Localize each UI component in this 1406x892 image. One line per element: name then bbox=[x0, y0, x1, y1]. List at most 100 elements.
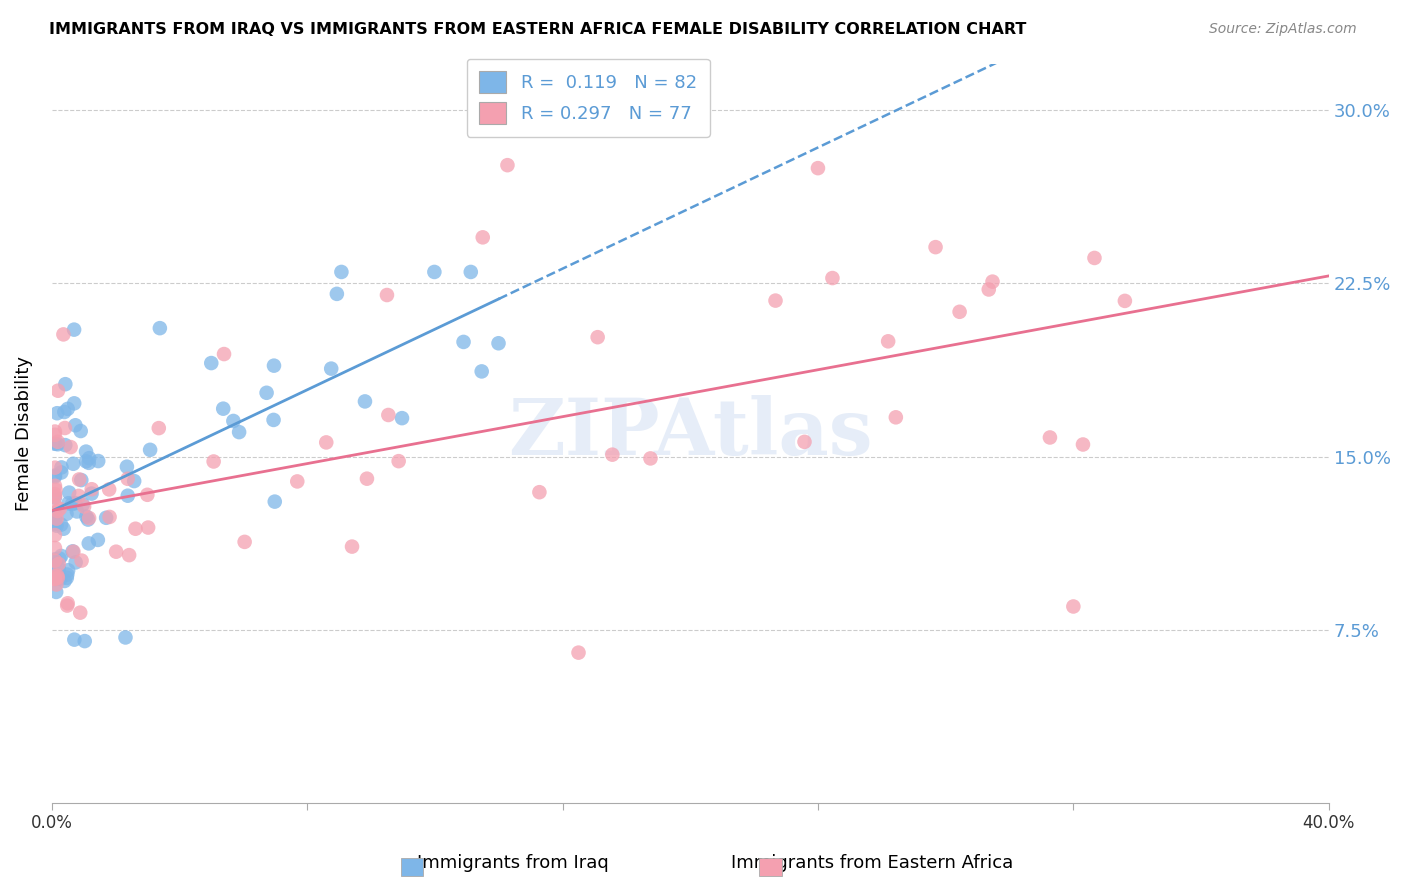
Point bbox=[65, 555, 87, 569]
Point bbox=[44, 507, 66, 521]
Point bbox=[73, 500, 96, 514]
Point bbox=[202, 454, 225, 468]
Point bbox=[63, 323, 86, 337]
Point bbox=[87, 454, 110, 468]
Point bbox=[73, 634, 96, 648]
Point bbox=[48, 557, 70, 571]
Point bbox=[315, 435, 337, 450]
Point bbox=[70, 473, 93, 487]
Point bbox=[1062, 599, 1084, 614]
Point bbox=[69, 606, 91, 620]
Point bbox=[1039, 430, 1062, 444]
Point bbox=[55, 507, 77, 521]
Point bbox=[62, 544, 84, 558]
Point bbox=[46, 384, 69, 398]
Point bbox=[56, 596, 79, 610]
Point bbox=[884, 410, 907, 425]
Point bbox=[200, 356, 222, 370]
Point bbox=[63, 632, 86, 647]
Point bbox=[388, 454, 411, 468]
Point bbox=[44, 569, 66, 583]
Point bbox=[460, 265, 482, 279]
Point bbox=[44, 541, 66, 555]
Point bbox=[256, 385, 278, 400]
Point bbox=[51, 549, 73, 563]
Point bbox=[228, 425, 250, 439]
Point bbox=[46, 571, 69, 585]
Point bbox=[44, 483, 66, 497]
Point bbox=[1083, 251, 1105, 265]
Point bbox=[44, 498, 66, 512]
Point bbox=[263, 359, 285, 373]
Point bbox=[453, 334, 475, 349]
Point bbox=[117, 472, 139, 486]
Point bbox=[56, 571, 79, 585]
Point bbox=[877, 334, 900, 349]
Point bbox=[75, 454, 97, 468]
Point bbox=[80, 486, 103, 500]
Point bbox=[52, 522, 75, 536]
Point bbox=[529, 485, 551, 500]
Point bbox=[981, 275, 1004, 289]
Point bbox=[77, 536, 100, 550]
Point bbox=[98, 510, 121, 524]
Point bbox=[80, 482, 103, 496]
Point bbox=[94, 510, 117, 524]
Point bbox=[233, 534, 256, 549]
Point bbox=[114, 631, 136, 645]
Point bbox=[321, 361, 343, 376]
Point bbox=[44, 425, 66, 439]
Point bbox=[44, 558, 66, 572]
Point bbox=[222, 414, 245, 428]
Point bbox=[44, 552, 66, 566]
Point bbox=[45, 518, 67, 533]
Point bbox=[51, 460, 73, 475]
Point bbox=[149, 321, 172, 335]
Point bbox=[44, 490, 66, 504]
Point bbox=[53, 377, 76, 392]
Point bbox=[77, 456, 100, 470]
Point bbox=[46, 504, 69, 518]
Point bbox=[87, 533, 110, 547]
Text: IMMIGRANTS FROM IRAQ VS IMMIGRANTS FROM EASTERN AFRICA FEMALE DISABILITY CORRELA: IMMIGRANTS FROM IRAQ VS IMMIGRANTS FROM … bbox=[49, 22, 1026, 37]
Point bbox=[69, 424, 91, 438]
Point bbox=[1071, 437, 1094, 451]
Point bbox=[44, 528, 66, 542]
Point bbox=[44, 468, 66, 483]
Point bbox=[44, 437, 66, 451]
Point bbox=[488, 336, 510, 351]
Point bbox=[48, 562, 70, 576]
Point bbox=[122, 474, 145, 488]
Point bbox=[44, 469, 66, 483]
Point bbox=[471, 364, 494, 378]
Point bbox=[63, 396, 86, 410]
Point bbox=[949, 305, 972, 319]
Point bbox=[46, 568, 69, 582]
Point bbox=[377, 408, 399, 422]
Point bbox=[65, 496, 87, 510]
Point bbox=[148, 421, 170, 435]
Point bbox=[821, 271, 844, 285]
Point bbox=[136, 520, 159, 534]
Point bbox=[72, 498, 94, 512]
Point bbox=[354, 394, 377, 409]
Point bbox=[977, 283, 1000, 297]
Point bbox=[53, 438, 76, 452]
Point bbox=[77, 511, 100, 525]
Point bbox=[793, 434, 815, 449]
Text: Immigrants from Eastern Africa: Immigrants from Eastern Africa bbox=[731, 855, 1012, 872]
Point bbox=[44, 427, 66, 442]
Point bbox=[45, 577, 67, 591]
Point bbox=[58, 496, 80, 510]
Point bbox=[62, 544, 84, 558]
Point bbox=[924, 240, 946, 254]
Point bbox=[391, 411, 413, 425]
Point bbox=[58, 485, 80, 500]
Point bbox=[44, 516, 66, 531]
Point bbox=[212, 347, 235, 361]
Point bbox=[75, 444, 97, 458]
Point bbox=[356, 472, 378, 486]
Point bbox=[62, 457, 84, 471]
Point bbox=[70, 553, 93, 567]
Point bbox=[496, 158, 519, 172]
